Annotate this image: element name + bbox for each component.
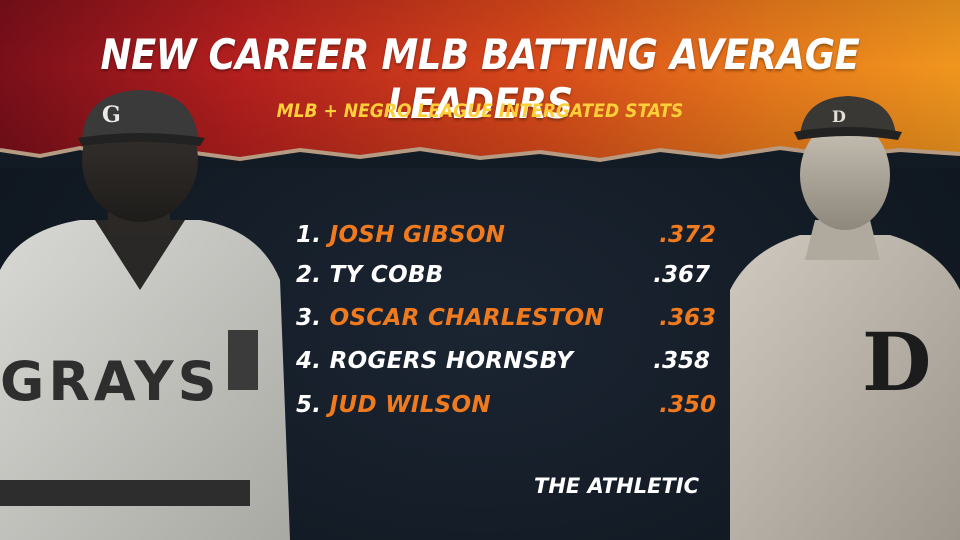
left-jersey-text: GRAYS (0, 350, 221, 413)
leader-row-2: 2. TY COBB .367 (296, 262, 716, 296)
leader-rank: 3. (296, 305, 322, 331)
credit-text: THE ATHLETIC (534, 474, 699, 498)
leader-row-1: 1. JOSH GIBSON .372 (296, 222, 716, 256)
right-player-photo: D D (720, 90, 960, 540)
leader-average: .358 (653, 348, 710, 374)
leader-row-3: 3. OSCAR CHARLESTON .363 (296, 305, 716, 339)
right-cap-letter: D (832, 107, 846, 126)
leader-name: OSCAR CHARLESTON (329, 305, 605, 331)
leader-rank: 2. (296, 262, 322, 288)
leader-name: ROGERS HORNSBY (329, 348, 574, 374)
right-jersey-letter: D (862, 315, 931, 409)
leader-average: .372 (659, 222, 716, 248)
leader-row-5: 5. JUD WILSON .350 (296, 392, 716, 426)
leader-row-4: 4. ROGERS HORNSBY .358 (296, 348, 716, 382)
left-player-photo: G GRAYS (0, 80, 290, 540)
leader-average: .363 (659, 305, 716, 331)
leader-average: .350 (659, 392, 716, 418)
leader-average: .367 (653, 262, 710, 288)
page-subtitle: MLB + NEGRO LEAGUE INTERGATED STATS (276, 100, 684, 122)
leader-name: JUD WILSON (329, 392, 491, 418)
leader-name: TY COBB (329, 262, 444, 288)
leader-rank: 5. (296, 392, 322, 418)
leader-name: JOSH GIBSON (329, 222, 506, 248)
leader-rank: 4. (296, 348, 322, 374)
page-title: NEW CAREER MLB BATTING AVERAGE LEADERS (100, 30, 860, 128)
leader-rank: 1. (296, 222, 322, 248)
left-cap-letter: G (102, 102, 121, 128)
